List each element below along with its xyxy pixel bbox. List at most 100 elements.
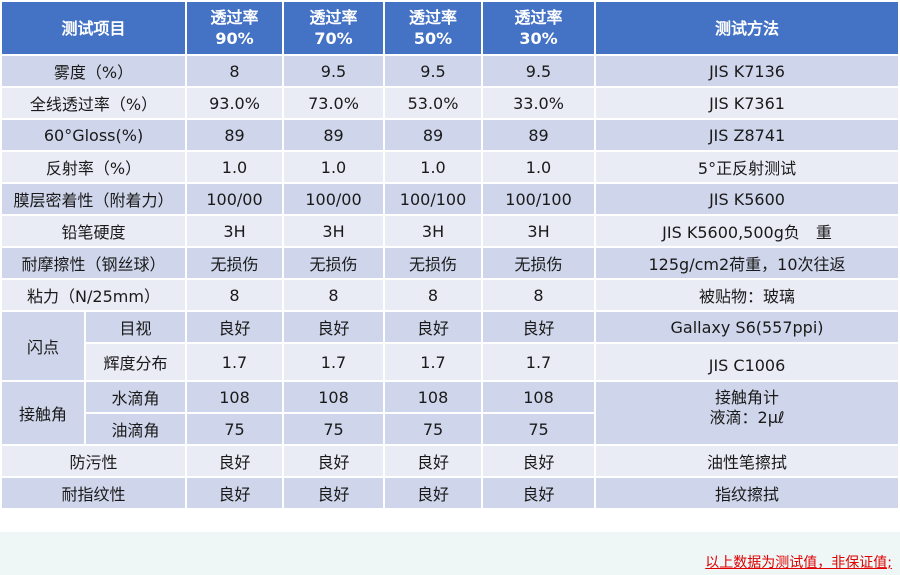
cell-value: 良好 [481, 310, 597, 344]
table-row: 辉度分布 1.7 1.7 1.7 1.7 JIS C1006 [1, 342, 900, 382]
cell-value: 75 [185, 412, 285, 446]
cell-value: 良好 [185, 310, 285, 344]
cell-value: 无损伤 [383, 246, 484, 280]
cell-value: 108 [481, 380, 597, 414]
cell-value: 108 [383, 380, 484, 414]
header-row: 测试项目 透过率 90% 透过率 70% 透过率 50% 透过率 30% 测试方… [0, 0, 900, 56]
cell-value: 100/00 [185, 182, 285, 216]
cell-value: 89 [481, 118, 597, 152]
cell-value: 无损伤 [185, 246, 285, 280]
table-row: 耐指纹性 良好 良好 良好 良好 指纹擦拭 [0, 476, 900, 510]
cell-value: 1.7 [481, 342, 597, 382]
spec-table: 测试项目 透过率 90% 透过率 70% 透过率 50% 透过率 30% 测试方… [0, 0, 900, 510]
row-method: 油性笔擦拭 [594, 444, 900, 478]
row-method: JIS K7361 [594, 86, 900, 120]
table-row: 粘力（N/25mm） 8 8 8 8 被贴物：玻璃 [0, 278, 900, 312]
row-item: 雾度（%） [0, 54, 188, 88]
header-col1-text: 透过率 90% [210, 8, 259, 48]
cell-value: 1.0 [185, 150, 285, 184]
row-method: JIS K7136 [594, 54, 900, 88]
cell-value: 1.7 [282, 342, 386, 382]
table-row: 防污性 良好 良好 良好 良好 油性笔擦拭 [0, 444, 900, 478]
cell-value: 100/100 [481, 182, 597, 216]
cell-value: 良好 [383, 310, 484, 344]
cell-value: 1.7 [185, 342, 285, 382]
row-method: 125g/cm2荷重，10次往返 [594, 246, 900, 280]
header-col4-text: 透过率 30% [514, 8, 563, 48]
cell-value: 8 [185, 278, 285, 312]
cell-value: 100/00 [282, 182, 386, 216]
cell-value: 8 [481, 278, 597, 312]
cell-value: 89 [282, 118, 386, 152]
row-item: 反射率（%） [0, 150, 188, 184]
table-row: 油滴角 75 75 75 75 [1, 412, 899, 446]
row-method: Gallaxy S6(557ppi) [594, 310, 900, 344]
cell-value: 75 [282, 412, 386, 446]
table-row: 耐摩擦性（钢丝球） 无损伤 无损伤 无损伤 无损伤 125g/cm2荷重，10次… [0, 246, 900, 280]
cell-value: 75 [383, 412, 484, 446]
cell-value: 8 [383, 278, 484, 312]
header-col3-text: 透过率 50% [409, 8, 458, 48]
cell-value: 无损伤 [481, 246, 597, 280]
group-contact-angle: 接触角 [0, 380, 86, 446]
cell-value: 1.0 [481, 150, 597, 184]
row-item: 耐摩擦性（钢丝球） [0, 246, 188, 280]
row-item: 耐指纹性 [0, 476, 188, 510]
row-item: 粘力（N/25mm） [0, 278, 188, 312]
row-subitem: 目视 [83, 310, 188, 344]
cell-value: 1.0 [383, 150, 484, 184]
cell-value: 良好 [282, 444, 386, 478]
cell-value: 9.5 [481, 54, 597, 88]
row-item: 60°Gloss(%) [0, 118, 188, 152]
table-row: 膜层密着性（附着力） 100/00 100/00 100/100 100/100… [0, 182, 900, 216]
cell-value: 89 [185, 118, 285, 152]
header-transmittance-30: 透过率 30% [481, 0, 597, 56]
cell-value: 良好 [383, 476, 484, 510]
contact-method: 接触角计 液滴：2μℓ [594, 380, 900, 446]
row-item: 铅笔硬度 [0, 214, 188, 248]
cell-value: 9.5 [282, 54, 386, 88]
cell-value: 1.0 [282, 150, 386, 184]
cell-value: 108 [282, 380, 386, 414]
header-method: 测试方法 [594, 0, 900, 56]
row-item: 防污性 [0, 444, 188, 478]
cell-value: 3H [185, 214, 285, 248]
cell-value: 良好 [481, 476, 597, 510]
cell-value: 无损伤 [282, 246, 386, 280]
row-method: JIS Z8741 [594, 118, 900, 152]
cell-value: 良好 [481, 444, 597, 478]
cell-value: 93.0% [185, 86, 285, 120]
cell-value: 8 [185, 54, 285, 88]
header-transmittance-50: 透过率 50% [383, 0, 484, 56]
cell-value: 良好 [383, 444, 484, 478]
cell-value: 3H [383, 214, 484, 248]
row-method: JIS K5600 [594, 182, 900, 216]
row-method: 指纹擦拭 [594, 476, 900, 510]
cell-value: 8 [282, 278, 386, 312]
row-method: JIS K5600,500g负 重 [594, 214, 900, 248]
header-col2-text: 透过率 70% [309, 8, 358, 48]
table-row: 反射率（%） 1.0 1.0 1.0 1.0 5°正反射测试 [0, 150, 900, 184]
table-row: 60°Gloss(%) 89 89 89 89 JIS Z8741 [0, 118, 900, 152]
header-transmittance-90: 透过率 90% [185, 0, 285, 56]
table-row: 雾度（%） 8 9.5 9.5 9.5 JIS K7136 [0, 54, 900, 88]
contact-method-line2: 液滴：2μℓ [709, 408, 785, 427]
cell-value: 75 [481, 412, 597, 446]
row-method: 5°正反射测试 [594, 150, 900, 184]
table-row: 接触角 水滴角 108 108 108 108 接触角计 液滴：2μℓ [0, 380, 900, 446]
cell-value: 良好 [185, 444, 285, 478]
cell-value: 100/100 [383, 182, 484, 216]
cell-value: 良好 [282, 476, 386, 510]
row-item: 膜层密着性（附着力） [0, 182, 188, 216]
row-subitem: 水滴角 [83, 380, 188, 414]
cell-value: 良好 [185, 476, 285, 510]
row-method: 被贴物：玻璃 [594, 278, 900, 312]
header-transmittance-70: 透过率 70% [282, 0, 386, 56]
header-item: 测试项目 [0, 0, 188, 56]
group-flash: 闪点 [0, 310, 86, 382]
row-subitem: 辉度分布 [83, 342, 188, 382]
table-row: 闪点 目视 良好 良好 良好 良好 Gallaxy S6(557ppi) [0, 310, 900, 382]
contact-method-line1: 接触角计 [715, 388, 780, 407]
bottom-background [0, 532, 900, 575]
cell-value: 33.0% [481, 86, 597, 120]
